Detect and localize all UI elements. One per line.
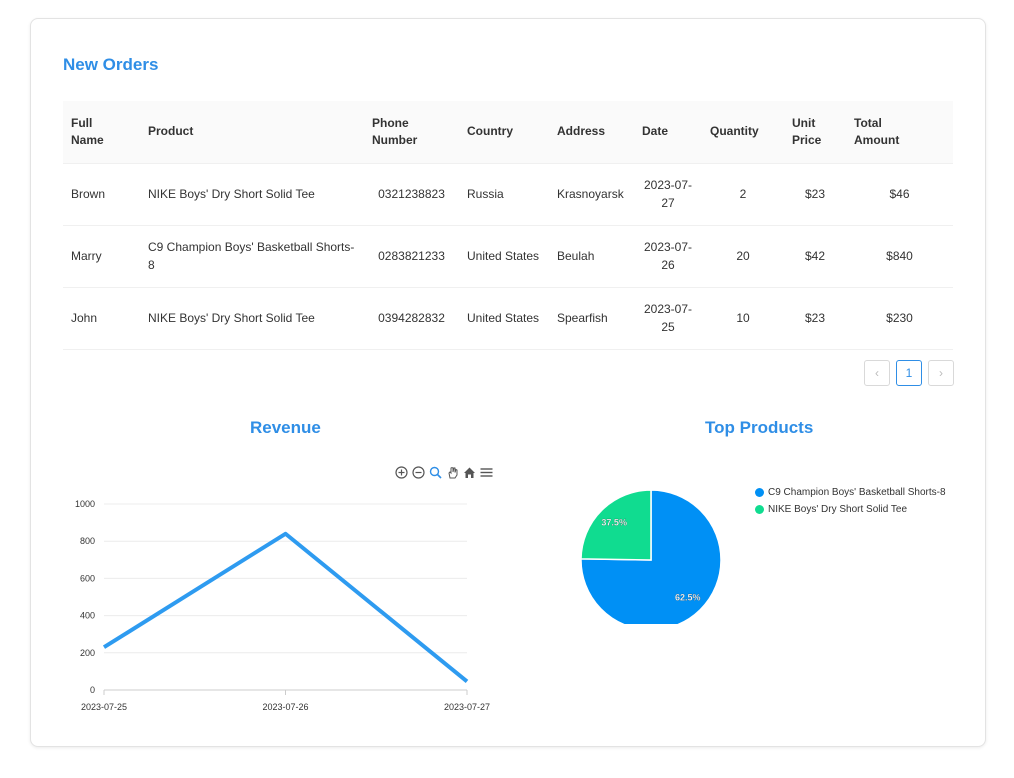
y-tick-label: 0 — [90, 685, 95, 695]
pie-legend: C9 Champion Boys' Basketball Shorts-8 NI… — [755, 487, 946, 521]
cell-country: United States — [459, 287, 549, 350]
revenue-series-line[interactable] — [102, 531, 469, 683]
x-tick-label: 2023-07-25 — [81, 702, 127, 712]
cell-unit-price: $23 — [784, 287, 846, 350]
cell-total: $840 — [846, 225, 953, 288]
table-row[interactable]: Brown NIKE Boys' Dry Short Solid Tee 032… — [63, 163, 953, 226]
y-tick-label: 600 — [80, 573, 95, 583]
pagination-page-1[interactable]: 1 — [896, 360, 922, 386]
revenue-chart-title: Revenue — [250, 418, 321, 437]
cell-name: Brown — [63, 163, 140, 226]
reset-home-icon[interactable] — [463, 466, 476, 479]
revenue-chart-toolbar — [395, 466, 493, 479]
cell-address: Beulah — [549, 225, 634, 288]
zoom-out-icon[interactable] — [412, 466, 425, 479]
cell-quantity: 10 — [702, 287, 784, 350]
cell-total: $230 — [846, 287, 953, 350]
col-address[interactable]: Address — [549, 101, 634, 164]
new-orders-card: New Orders Full Name Product Phone Number … — [30, 18, 986, 747]
col-product[interactable]: Product — [140, 101, 364, 164]
table-row[interactable]: Marry C9 Champion Boys' Basketball Short… — [63, 225, 953, 288]
cell-phone: 0283821233 — [364, 225, 459, 288]
x-tick-label: 2023-07-26 — [262, 702, 308, 712]
col-total-amount[interactable]: Total Amount — [846, 101, 953, 164]
cell-total: $46 — [846, 163, 953, 226]
cell-unit-price: $23 — [784, 163, 846, 226]
top-products-pie-chart: 62.5% 37.5% — [580, 489, 722, 624]
y-tick-label: 400 — [80, 611, 95, 621]
cell-name: John — [63, 287, 140, 350]
y-tick-label: 1000 — [75, 499, 95, 509]
cell-phone: 0394282832 — [364, 287, 459, 350]
legend-dot — [755, 505, 764, 514]
cell-quantity: 2 — [702, 163, 784, 226]
cell-date: 2023-07- 25 — [634, 287, 702, 350]
cell-product: NIKE Boys' Dry Short Solid Tee — [140, 287, 364, 350]
cell-product: NIKE Boys' Dry Short Solid Tee — [140, 163, 364, 226]
col-unit-price[interactable]: Unit Price — [784, 101, 846, 164]
legend-item[interactable]: NIKE Boys' Dry Short Solid Tee — [755, 504, 946, 515]
y-tick-label: 200 — [80, 648, 95, 658]
top-products-chart-title: Top Products — [705, 418, 814, 437]
cell-product: C9 Champion Boys' Basketball Shorts-8 — [140, 225, 364, 288]
pie-percent-label: 62.5% — [675, 592, 701, 602]
pie-slice[interactable] — [580, 489, 652, 561]
revenue-line-chart: 0 200 400 600 800 1000 2023-07-25 2023-07-26 202… — [75, 499, 490, 712]
cell-date: 2023-07- 26 — [634, 225, 702, 288]
legend-label: NIKE Boys' Dry Short Solid Tee — [768, 504, 908, 515]
cell-quantity: 20 — [702, 225, 784, 288]
cell-address: Krasnoyarsk — [549, 163, 634, 226]
cell-phone: 0321238823 — [364, 163, 459, 226]
cell-name: Marry — [63, 225, 140, 288]
pagination-prev-button[interactable]: ‹ — [864, 360, 890, 386]
col-date[interactable]: Date — [634, 101, 702, 164]
cell-unit-price: $42 — [784, 225, 846, 288]
col-full-name[interactable]: Full Name — [63, 101, 140, 164]
cell-country: Russia — [459, 163, 549, 226]
x-tick-label: 2023-07-27 — [444, 702, 490, 712]
orders-table: Full Name Product Phone Number Country Add… — [63, 101, 953, 350]
cell-address: Spearfish — [549, 287, 634, 350]
legend-item[interactable]: C9 Champion Boys' Basketball Shorts-8 — [755, 487, 946, 498]
zoom-in-icon[interactable] — [395, 466, 408, 479]
cell-country: United States — [459, 225, 549, 288]
pagination-next-button[interactable]: › — [928, 360, 954, 386]
col-country[interactable]: Country — [459, 101, 549, 164]
table-row[interactable]: John NIKE Boys' Dry Short Solid Tee 0394… — [63, 287, 953, 350]
table-header-row: Full Name Product Phone Number Country Add… — [63, 101, 953, 164]
selection-zoom-icon[interactable] — [429, 466, 442, 479]
col-quantity[interactable]: Quantity — [702, 101, 784, 164]
legend-dot — [755, 488, 764, 497]
col-phone-number[interactable]: Phone Number — [364, 101, 459, 164]
pie-percent-label: 37.5% — [601, 518, 627, 528]
card-title: New Orders — [63, 55, 159, 74]
pan-icon[interactable] — [446, 466, 459, 479]
menu-icon[interactable] — [480, 466, 493, 479]
cell-date: 2023-07- 27 — [634, 163, 702, 226]
y-tick-label: 800 — [80, 536, 95, 546]
legend-label: C9 Champion Boys' Basketball Shorts-8 — [768, 487, 946, 498]
